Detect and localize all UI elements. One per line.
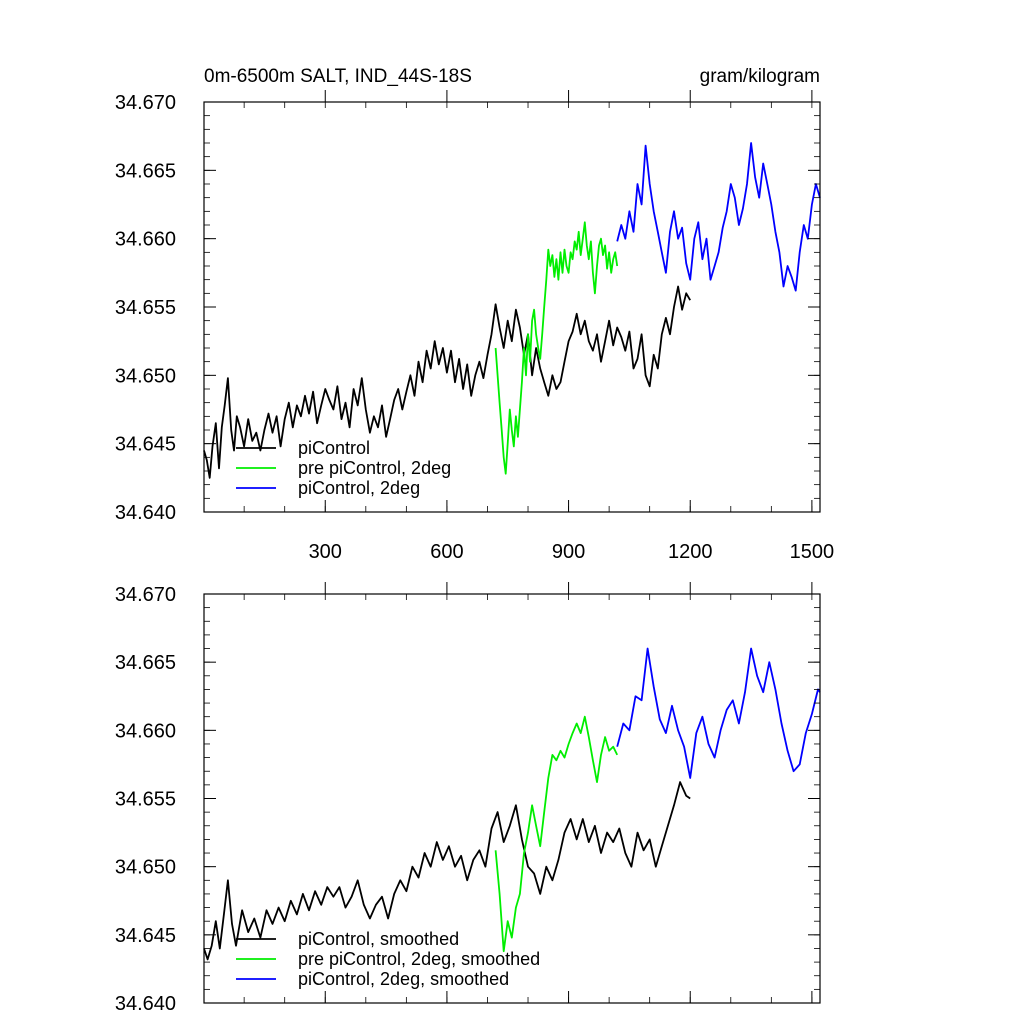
- y-tick-label: 34.655: [115, 297, 176, 319]
- legend-label-3: piControl, 2deg, smoothed: [298, 969, 509, 989]
- x-tick-label: 1200: [668, 541, 713, 563]
- legend-label-2: pre piControl, 2deg: [298, 458, 451, 478]
- top-panel: 34.640 34.645 34.650 34.655 34.660 34.665 34.6…: [115, 90, 834, 563]
- y-tick-label: 34.645: [115, 434, 176, 456]
- x-tick-label: 900: [552, 541, 585, 563]
- x-tick-label: 300: [309, 541, 342, 563]
- y-tick-label: 34.640: [115, 502, 176, 524]
- y-tick-label: 34.640: [115, 993, 176, 1015]
- legend-label-3: piControl, 2deg: [298, 478, 420, 498]
- y-tick-label: 34.650: [115, 365, 176, 387]
- series-line-3: [616, 142, 821, 292]
- y-tick-label: 34.660: [115, 720, 176, 742]
- y-tick-label: 34.665: [115, 160, 176, 182]
- units-label: gram/kilogram: [700, 66, 820, 87]
- plot-frame: [203, 101, 821, 513]
- x-tick-label: 600: [430, 541, 463, 563]
- chart-title: 0m-6500m SALT, IND_44S-18S: [204, 66, 472, 87]
- y-tick-label: 34.645: [115, 925, 176, 947]
- y-tick-label: 34.670: [115, 92, 176, 114]
- y-tick-label: 34.655: [115, 789, 176, 811]
- legend-label-2: pre piControl, 2deg, smoothed: [298, 949, 540, 969]
- plot-frame: [203, 593, 821, 1004]
- series-line-2: [494, 221, 619, 475]
- series-line-2: [494, 715, 619, 953]
- legend-label-1: piControl, smoothed: [298, 929, 459, 949]
- y-tick-label: 34.670: [115, 584, 176, 606]
- legend-label-1: piControl: [298, 438, 370, 458]
- series-line-1: [203, 285, 691, 479]
- series-line-1: [203, 781, 691, 961]
- x-tick-label: 1500: [790, 541, 835, 563]
- y-tick-label: 34.660: [115, 229, 176, 251]
- y-tick-label: 34.665: [115, 652, 176, 674]
- series-line-3: [616, 647, 821, 779]
- y-tick-label: 34.650: [115, 857, 176, 879]
- bottom-panel: 34.640 34.645 34.650 34.655 34.660 34.665 34.6…: [115, 582, 821, 1015]
